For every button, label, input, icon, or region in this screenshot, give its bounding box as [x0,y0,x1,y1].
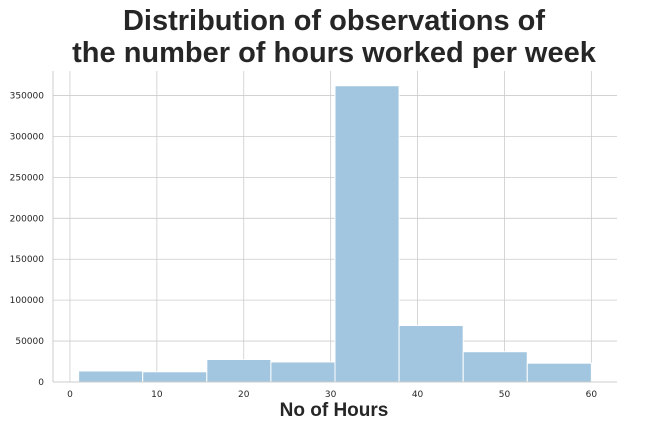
y-tick-label: 50000 [15,337,44,347]
chart-title: Distribution of observations of the numb… [0,5,648,69]
histogram-bar [462,351,528,383]
y-tick-label: 150000 [10,255,45,265]
y-tick-label: 250000 [10,173,45,183]
histogram-bar [526,362,592,383]
y-tick-labels: 0 50000 100000 150000 200000 250000 300000 3500… [10,92,45,388]
y-tick-label: 350000 [10,92,45,102]
histogram-bar [398,325,464,383]
chart-title-line-1: Distribution of observations of [122,5,546,37]
x-tick-labels: 0 10 20 30 40 50 60 [67,390,597,400]
y-tick-label: 100000 [10,296,45,306]
y-tick-label: 0 [38,378,44,388]
histogram-bar [206,358,272,383]
histogram-bar [78,370,144,383]
x-tick-label: 0 [67,390,73,400]
axes [52,71,617,383]
histogram-bar [334,85,400,383]
y-tick-label: 300000 [10,132,45,142]
x-axis-label: No of Hours [280,400,389,421]
chart-title-line-2: the number of hours worked per week [72,37,596,69]
x-tick-label: 10 [151,390,163,400]
x-tick-label: 50 [499,390,511,400]
x-tick-label: 30 [325,390,337,400]
histogram-bars [78,85,592,383]
x-tick-label: 20 [238,390,250,400]
histogram-bar [142,371,208,383]
x-tick-label: 60 [586,390,598,400]
histogram-bar [270,361,336,383]
x-tick-label: 40 [412,390,424,400]
y-tick-label: 200000 [10,214,45,224]
